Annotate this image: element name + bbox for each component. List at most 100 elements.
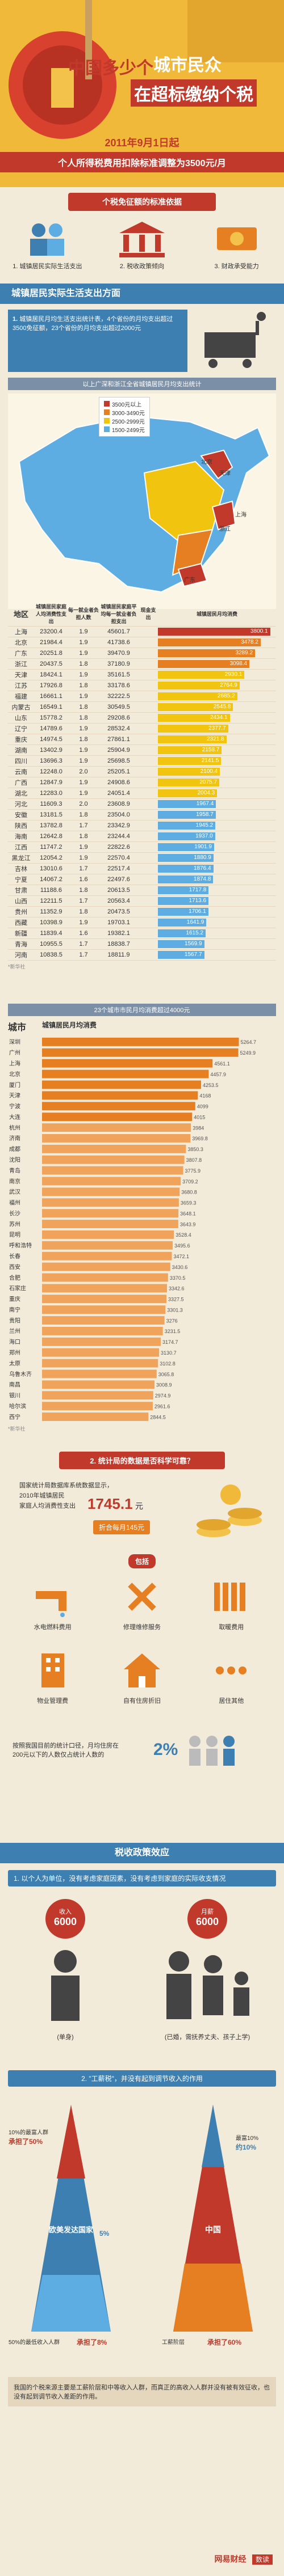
spend-value: 3478.2 (241, 639, 258, 645)
table-row: 西藏 10398.9 1.9 19703.1 1641.9 (8, 917, 276, 928)
city-value-label: 3969.8 (192, 1136, 208, 1141)
city-bar (42, 1251, 172, 1260)
city-bar (42, 1155, 185, 1164)
region-table-header: 地区 城镇居民家庭人均消费性支出 每一就业者负担人数 城镇居民家庭平均每一就业者… (8, 601, 276, 627)
spend-bar: 2545.8 (158, 703, 233, 711)
bar-track: 2158.7 (158, 746, 276, 754)
burden-cell: 33178.6 (107, 682, 130, 689)
city-value-label: 3775.9 (185, 1168, 201, 1174)
ratio-cell: 1.7 (79, 898, 88, 904)
spend-cell: 11352.9 (40, 908, 62, 915)
city-value-label: 3301.3 (167, 1307, 183, 1313)
burden-cell: 23342.9 (107, 822, 130, 829)
ratio-cell: 1.6 (79, 876, 88, 883)
spend-cell: 12283.0 (40, 790, 62, 797)
stats-pct: 2% (153, 1740, 178, 1759)
city-tick-label: 大连 (9, 1113, 20, 1120)
table-row: 海南 12642.8 1.8 23244.4 1937.0 (8, 831, 276, 842)
bar-track: 1567.7 (158, 951, 276, 959)
basis-item-1: 1. 城镇居民实际生活支出 (7, 219, 87, 270)
city-bar (42, 1102, 195, 1111)
burden-cell: 18811.9 (107, 951, 130, 958)
ratio-cell: 1.9 (79, 844, 88, 851)
region-cell: 黑龙江 (11, 855, 31, 862)
region-cell: 福建 (15, 693, 27, 700)
spend-value: 2100.4 (200, 768, 218, 775)
spend-value: 1880.9 (194, 855, 211, 861)
city-tick-label: 杭州 (9, 1124, 20, 1131)
stats-item-label-6: 居住其他 (219, 1698, 244, 1704)
bar-track: 3478.2 (158, 638, 276, 646)
city-value-label: 3807.8 (186, 1157, 202, 1163)
ratio-cell: 1.8 (79, 704, 88, 710)
table-row: 浙江 20437.5 1.8 37180.9 3098.4 (8, 659, 276, 670)
effect-section: 税收政策效应 1. 以个人为单位，没有考虑家庭因素，没有考虑到家庭的实际收支情况… (0, 1843, 284, 2576)
city-value-label: 3174.7 (162, 1339, 178, 1345)
table-row: 广东 20251.8 1.9 39470.9 3289.2 (8, 648, 276, 659)
stats-amount-unit: 元 (135, 1501, 143, 1511)
ratio-cell: 1.8 (79, 833, 88, 840)
table-row: 甘肃 11188.6 1.8 20613.5 1717.8 (8, 885, 276, 896)
map-label-tianjin: 天津 (219, 471, 231, 477)
spend-value: 3098.4 (229, 661, 248, 667)
ratio-cell: 1.8 (79, 908, 88, 915)
city-bar (42, 1337, 161, 1346)
spend-bar: 3289.2 (158, 649, 256, 657)
bar-track: 2141.5 (158, 757, 276, 765)
bar-track: 3289.2 (158, 649, 276, 657)
city-bar (42, 1080, 201, 1089)
spend-bar: 1706.1 (158, 908, 208, 916)
building-icon (41, 1653, 64, 1687)
spending-band: 城镇居民实际生活支出方面 (0, 284, 284, 304)
city-chart-header: 城镇居民月均消费 (42, 1021, 97, 1029)
stats-line1: 国家统计局数据库系统数据显示， (19, 1482, 113, 1489)
city-bar (42, 1113, 193, 1122)
spend-bar: 3478.2 (158, 638, 261, 646)
region-cell: 青海 (15, 941, 27, 948)
city-chart-footnote: *新华社 (8, 1426, 26, 1432)
legend-swatch (104, 401, 110, 407)
basis-item-2: 2. 税收政策倾向 (102, 219, 182, 270)
house-icon (123, 1653, 160, 1687)
map-legend: 3500元以上 3000-3490元 2500-2999元 1500-2499元 (99, 397, 150, 437)
ratio-cell: 1.9 (79, 693, 88, 700)
city-bar-chart: 深圳 5264.7 广州 5249.9 上海 4561.1 北京 4457.9 厦门 4253.5… (9, 1038, 256, 1421)
spend-cell: 12642.8 (40, 833, 62, 840)
map-label-guangdong: 广东 (184, 577, 195, 583)
header-value: 城镇居民月均消费 (196, 611, 237, 617)
burden-cell: 25904.9 (107, 747, 130, 754)
city-tick-label: 长沙 (9, 1210, 20, 1217)
table-row: 新疆 11839.4 1.6 19382.1 1615.2 (8, 928, 276, 939)
region-table-body: 上海 23200.4 1.9 45601.7 3800.1 北京 21984.4 1.9 417… (8, 627, 276, 961)
spend-cell: 10398.9 (40, 919, 62, 926)
spend-cell: 20251.8 (40, 650, 62, 657)
spend-value: 2004.3 (197, 790, 215, 796)
bar-track: 2321.8 (158, 735, 276, 743)
china-map: 北京 天津 上海 浙江 广东 3500元以上 3000-3490元 2500-2… (8, 394, 276, 609)
spend-value: 3800.1 (250, 628, 268, 635)
burden-cell: 20563.4 (107, 898, 130, 904)
map-label-shanghai: 上海 (235, 512, 247, 518)
city-bar (42, 1327, 163, 1335)
city-tick-label: 宁波 (9, 1103, 20, 1110)
region-cell: 河南 (15, 952, 27, 959)
city-tick-label: 西宁 (9, 1413, 20, 1420)
city-bar (42, 1316, 165, 1325)
city-tick-label: 南宁 (9, 1306, 20, 1313)
spend-value: 1876.4 (193, 865, 211, 872)
table-row: 辽宁 14789.6 1.9 28532.4 2377.7 (8, 724, 276, 734)
burden-cell: 39470.9 (107, 650, 130, 657)
burden-cell: 23504.0 (107, 811, 130, 818)
spend-bar: 2377.7 (158, 725, 228, 733)
city-bar (42, 1402, 153, 1411)
heater-icon (214, 1583, 246, 1611)
spend-cell: 18424.1 (40, 671, 62, 678)
basis-section: 个税免征额的标准依据 1. 城镇居民实际生活支出 2. 税收政策倾向 3. 财政… (0, 187, 284, 284)
ratio-cell: 1.8 (79, 661, 88, 667)
spend-value: 2141.5 (201, 758, 219, 764)
header-c: 城镇居民家庭平均每一就业者负担支出 (101, 603, 137, 624)
city-bar (42, 1230, 174, 1239)
table-row: 内蒙古 16549.1 1.8 30549.5 2545.8 (8, 702, 276, 713)
spend-bar: 1567.7 (158, 951, 204, 959)
spend-value: 1717.8 (189, 887, 207, 893)
